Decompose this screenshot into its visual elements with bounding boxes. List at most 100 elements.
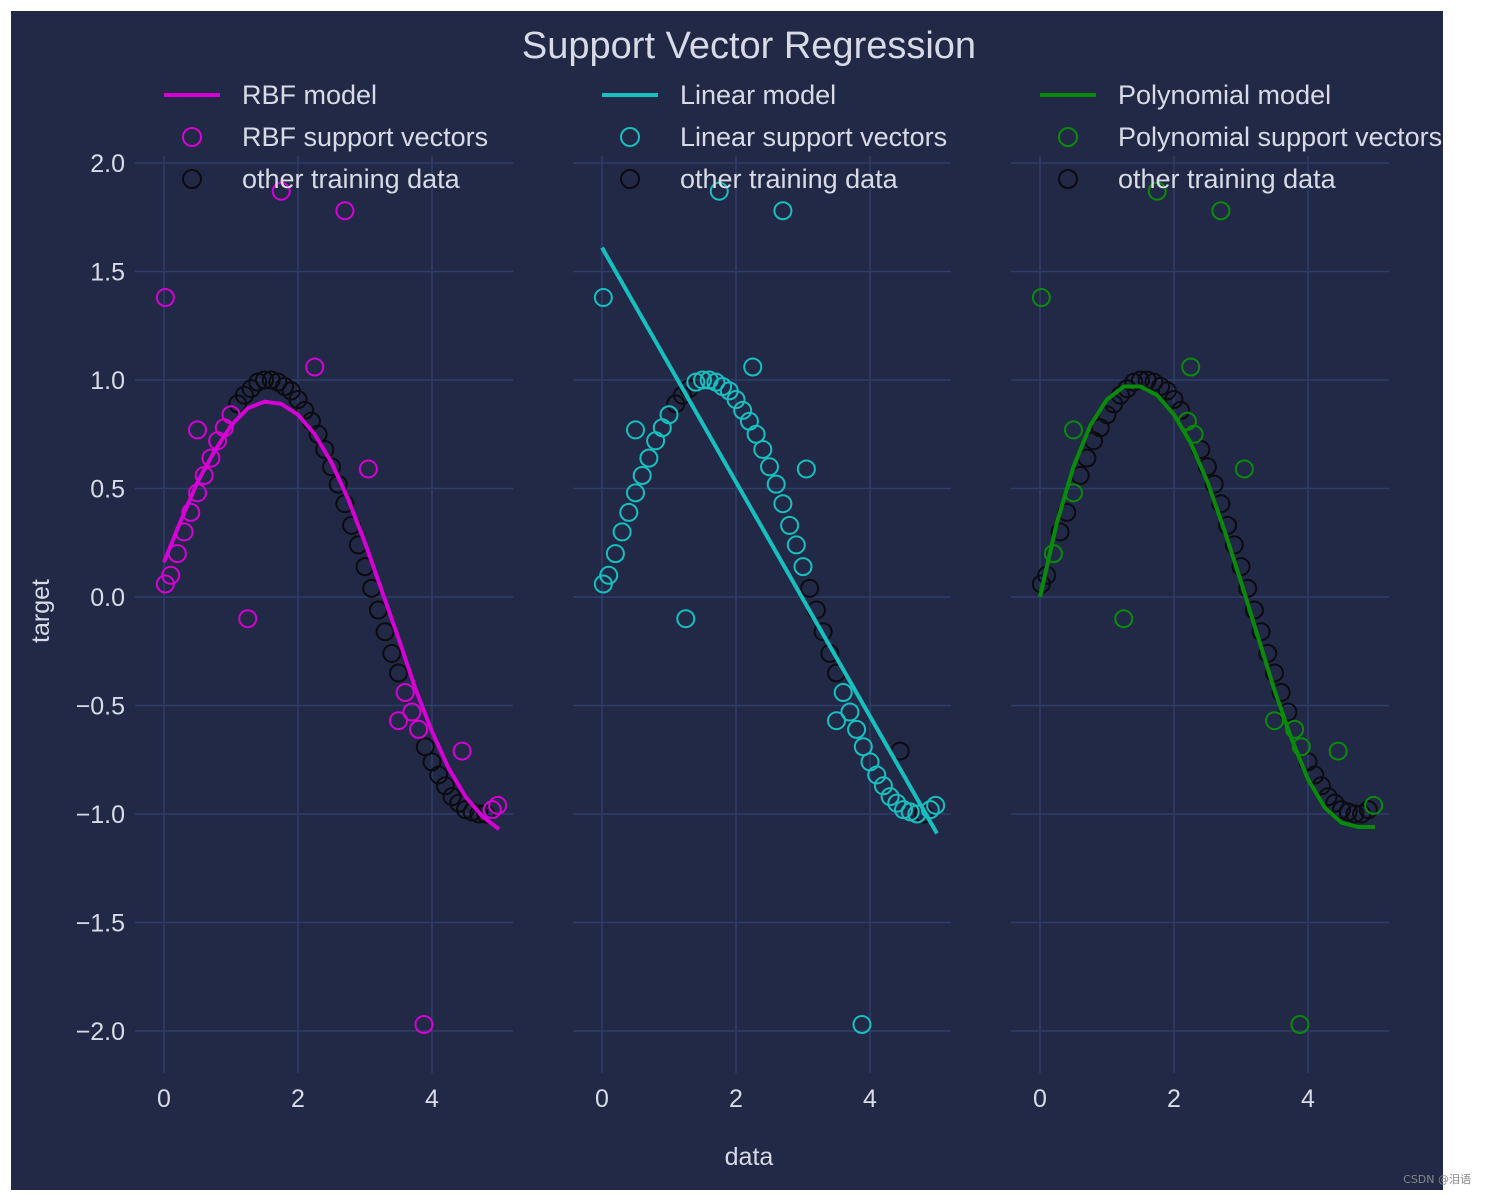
y-tick-label: 1.5 [90, 259, 125, 287]
other-training-point [1164, 390, 1184, 410]
support-vector-point [181, 502, 201, 522]
model-line-rbf [162, 399, 501, 831]
support-vector-point [827, 711, 846, 731]
support-vector-point [335, 201, 355, 221]
other-training-point [1278, 702, 1298, 722]
support-vector-point [639, 448, 659, 468]
support-vector-point [733, 400, 753, 420]
legend-sv-swatch [182, 127, 202, 147]
support-vector-point [605, 544, 625, 564]
x-tick-label: 2 [1167, 1085, 1181, 1113]
x-tick-label: 0 [1033, 1085, 1047, 1113]
other-training-point [1345, 804, 1365, 824]
watermark: CSDN @泪语 [1403, 1173, 1471, 1186]
y-tick-label: 0.0 [90, 584, 125, 612]
support-vector-point [1181, 357, 1201, 377]
y-tick-label: 2.0 [90, 150, 125, 178]
other-training-point [1204, 474, 1224, 494]
support-vector-point [1290, 1014, 1310, 1034]
support-vector-point [726, 390, 746, 410]
other-training-point [382, 643, 402, 663]
support-vector-point [238, 609, 258, 629]
support-vector-point [1147, 181, 1167, 201]
support-vector-point [833, 682, 853, 702]
support-vector-point [780, 515, 800, 535]
other-training-point [322, 457, 341, 477]
support-vector-point [482, 800, 502, 820]
support-vector-point [1031, 288, 1051, 308]
panel-rbf: 2.0 1.5 1.0 0.5 0.0 −0.5 −1.0 −1.5 −2.0 0 2 4 RBF mo… [76, 80, 513, 1113]
other-training-point [1271, 682, 1291, 702]
support-vector-point [1234, 459, 1254, 479]
panel-polynomial: 0 2 4 Polynomial model Polynomial support ve… [1011, 80, 1442, 1113]
other-training-point [442, 787, 462, 807]
model-line-linear [600, 246, 939, 835]
support-vector-point [659, 405, 679, 425]
support-vector-point [1265, 711, 1284, 731]
other-training-point [389, 663, 408, 683]
support-vector-point [1364, 795, 1384, 815]
support-vector-point [488, 795, 508, 815]
other-training-point [375, 622, 395, 642]
x-tick-label: 2 [291, 1085, 305, 1113]
support-vector-point [221, 405, 241, 425]
y-tick-label: −1.5 [76, 910, 125, 938]
other-training-point [449, 793, 469, 813]
other-training-point [429, 765, 449, 785]
support-vector-point [452, 741, 472, 761]
legend-sv-label: Linear support vectors [680, 122, 947, 152]
legend-sv-swatch [620, 127, 640, 147]
other-training-point [241, 379, 261, 399]
support-vector-point [632, 465, 652, 485]
support-vector-point [907, 804, 927, 824]
support-vector-point [402, 702, 422, 722]
support-vector-point [760, 457, 779, 477]
support-vector-point [873, 776, 893, 796]
legend-other-label: other training data [1118, 164, 1337, 194]
legend-other-label: other training data [242, 164, 461, 194]
support-vector-point [766, 474, 786, 494]
x-tick-label: 4 [1301, 1085, 1315, 1113]
other-training-point [435, 776, 455, 796]
support-vector-point [1184, 424, 1204, 444]
support-vector-point [652, 418, 672, 438]
y-axis-label: target [27, 579, 55, 643]
other-training-point [1224, 535, 1244, 555]
support-vector-point [773, 494, 793, 514]
support-vector-point [1211, 201, 1231, 221]
support-vector-point [926, 795, 946, 815]
support-vector-point [1043, 544, 1063, 564]
y-tick-label: 1.0 [90, 367, 125, 395]
other-training-point [1358, 800, 1378, 820]
y-tick-label: −1.0 [76, 801, 125, 829]
chart-title: Support Vector Regression [522, 25, 976, 67]
support-vector-point [612, 522, 632, 542]
legend-other-swatch [182, 169, 202, 189]
support-vector-point [796, 459, 816, 479]
support-vector-point [920, 800, 940, 820]
model-line-polynomial [1038, 384, 1375, 830]
other-training-point [255, 370, 274, 390]
support-vector-point [358, 459, 378, 479]
support-vector-point [626, 483, 645, 503]
x-axis-label: data [725, 1143, 774, 1171]
other-training-point [1211, 494, 1231, 514]
support-vector-point [201, 448, 221, 468]
x-tick-label: 0 [157, 1085, 171, 1113]
support-vector-point [1328, 741, 1348, 761]
support-vector-point [847, 719, 867, 739]
support-vector-point [167, 544, 187, 564]
support-vector-point [773, 201, 793, 221]
y-tick-label: −0.5 [76, 693, 125, 721]
y-tick-label: 0.5 [90, 476, 125, 504]
svr-chart: Support Vector Regression 2.0 1.5 1.0 0.5 0.… [27, 25, 1442, 1171]
legend-other-label: other training data [680, 164, 899, 194]
support-vector-point [188, 483, 207, 503]
figure: Support Vector Regression 2.0 1.5 1.0 0.5 0.… [11, 11, 1443, 1190]
support-vector-point [646, 431, 666, 451]
legend-model-label: Linear model [680, 80, 836, 110]
support-vector-point [786, 535, 806, 555]
support-vector-point [1064, 420, 1083, 440]
panel-linear: 0 2 4 Linear model Linear support vectors oth… [573, 80, 951, 1113]
other-training-point [813, 622, 833, 642]
